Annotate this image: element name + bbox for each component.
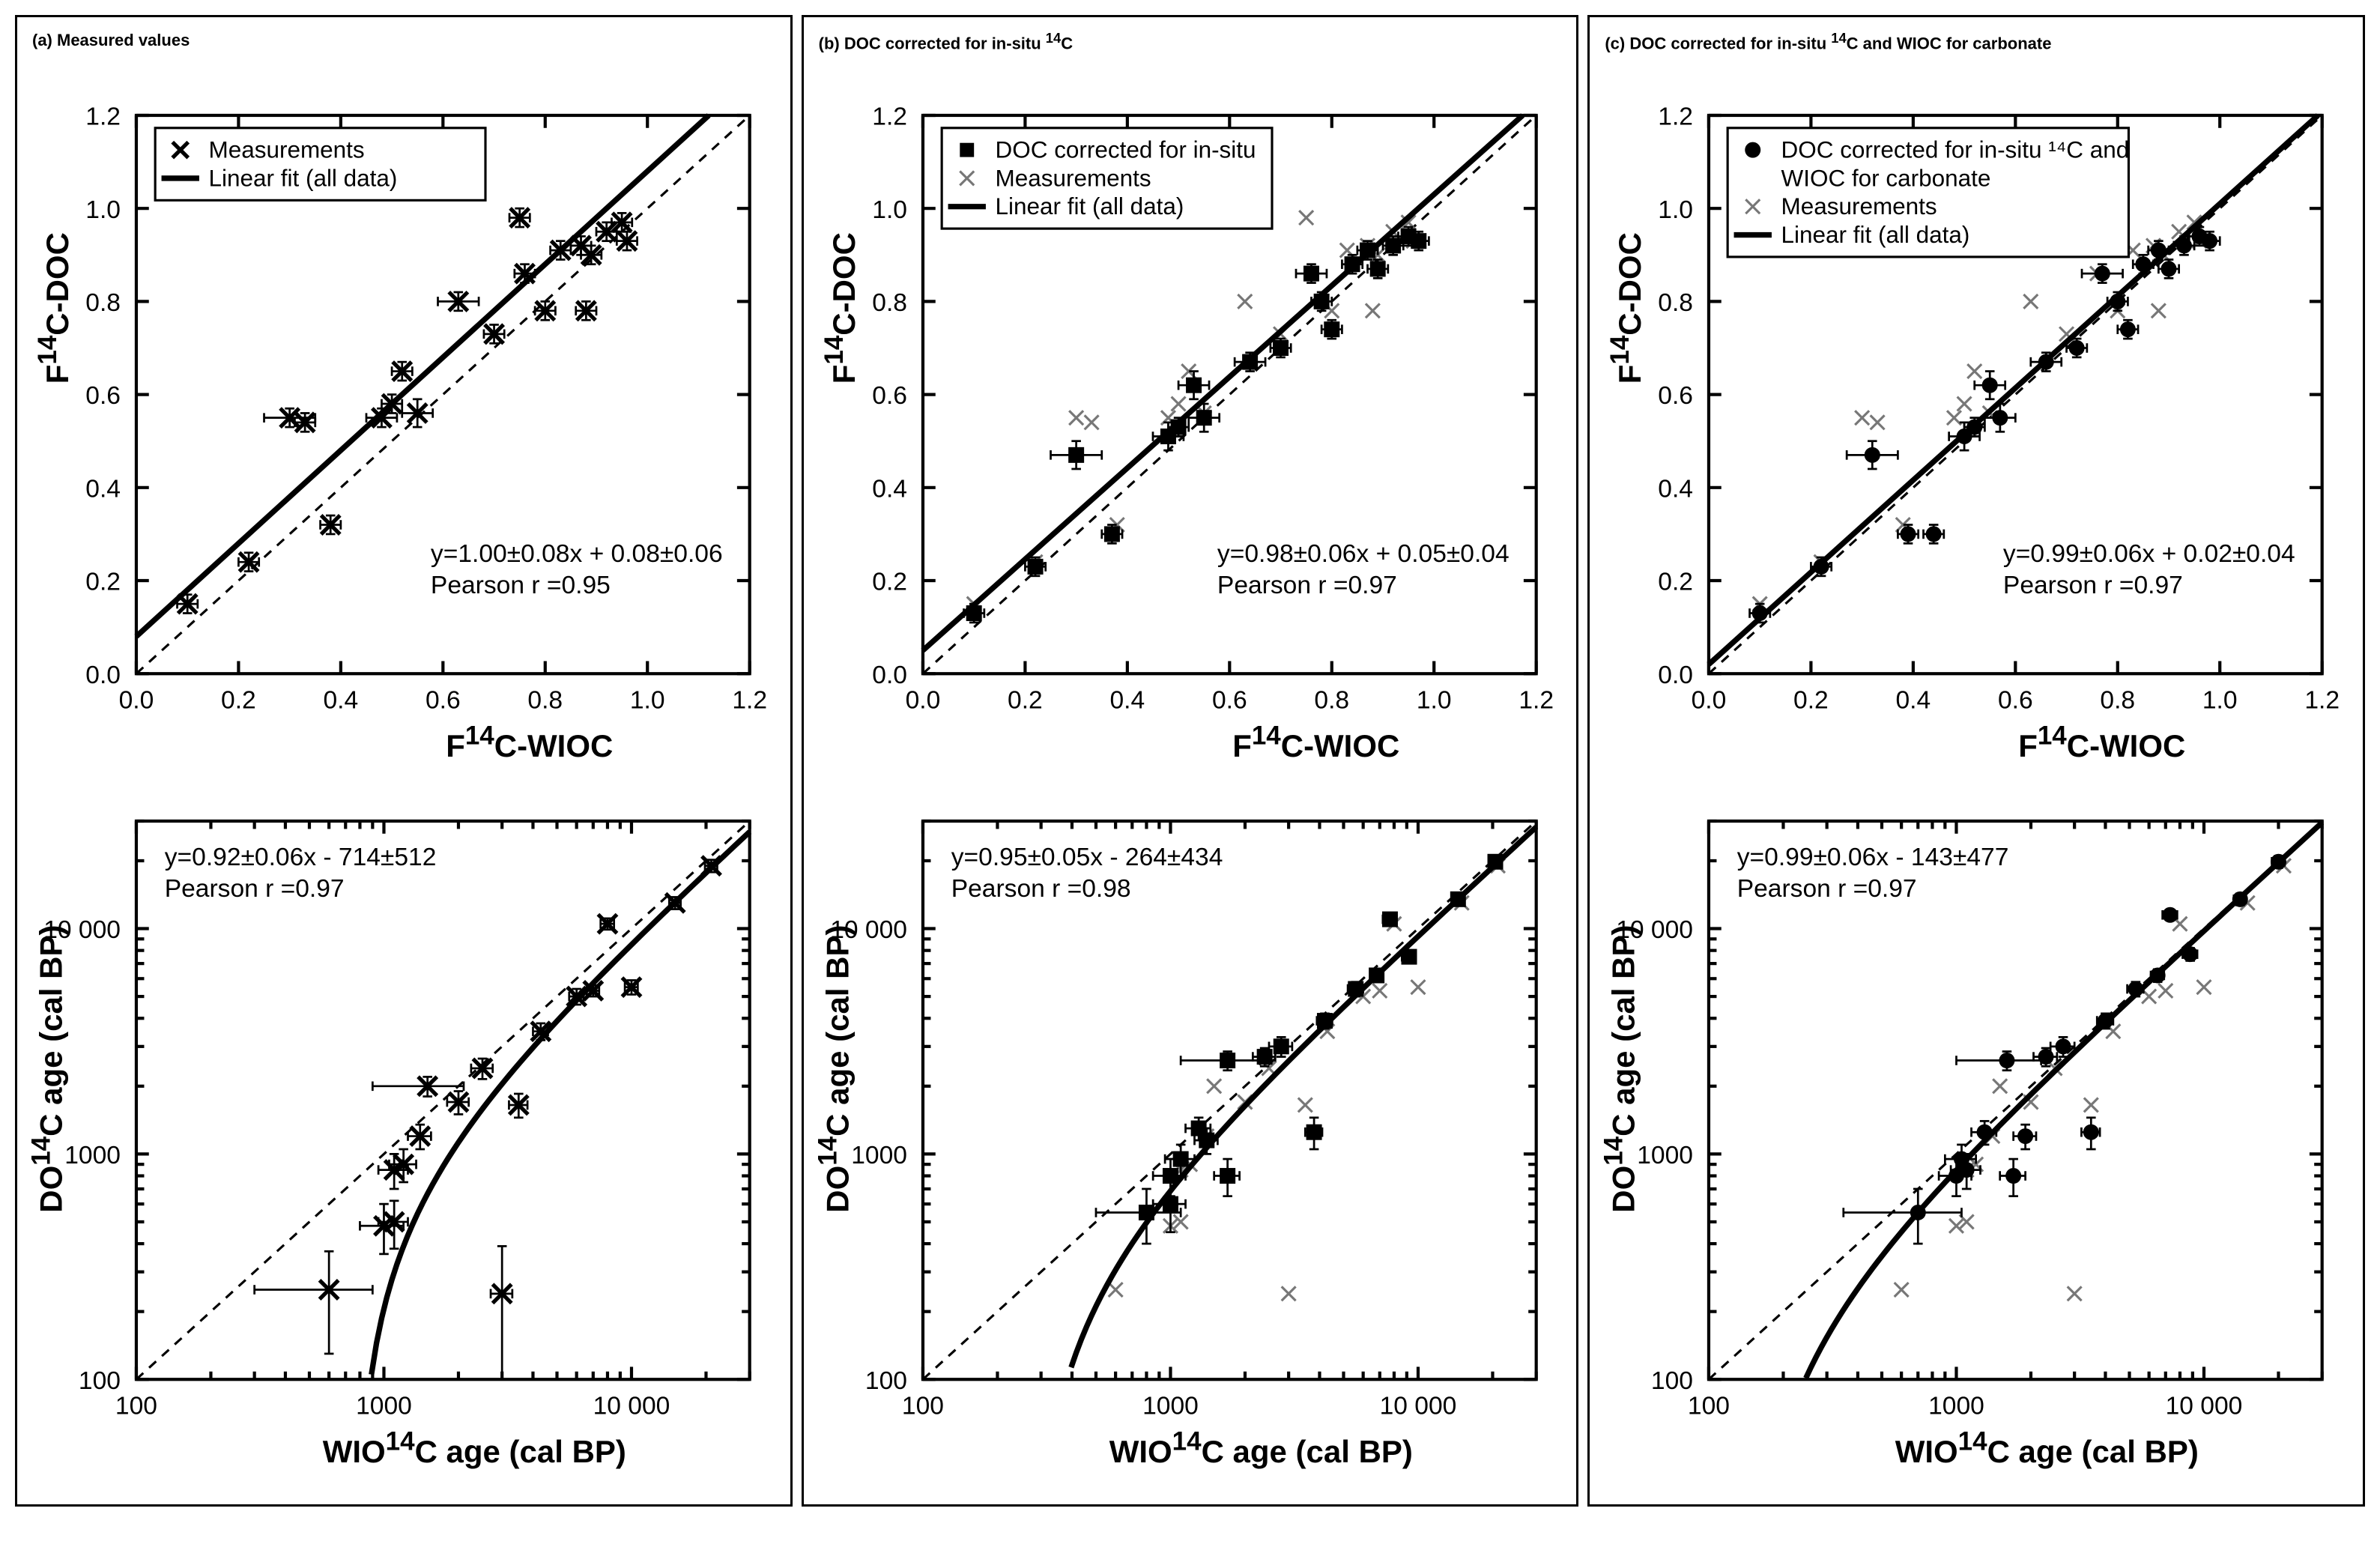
svg-text:0.0: 0.0 [119, 687, 154, 715]
svg-text:1.0: 1.0 [872, 196, 907, 224]
svg-text:0.0: 0.0 [872, 662, 907, 689]
svg-text:100: 100 [115, 1392, 157, 1420]
panel-c-top-chart: 0.00.0 0.2 0.2 0.4 0.4 0.6 0.6 0.8 0.8 1.0 1.0 1.2 1… [1599, 84, 2354, 776]
svg-text:0.8: 0.8 [85, 289, 121, 317]
svg-text:Linear fit (all data): Linear fit (all data) [209, 166, 398, 192]
svg-text:10 000: 10 000 [2166, 1392, 2243, 1420]
panel-a-bottom-chart: 1001001000100010 00010 000WIO14C age (ca… [26, 790, 781, 1482]
svg-text:y=0.99±0.06x - 143±477: y=0.99±0.06x - 143±477 [1737, 844, 2009, 871]
svg-text:1.2: 1.2 [1518, 687, 1554, 715]
svg-text:0.2: 0.2 [872, 569, 907, 596]
svg-text:0.8: 0.8 [1659, 289, 1694, 317]
svg-text:Measurements: Measurements [209, 137, 365, 163]
svg-text:0.6: 0.6 [1659, 383, 1694, 411]
svg-text:y=1.00±0.08x + 0.08±0.06: y=1.00±0.08x + 0.08±0.06 [431, 541, 723, 569]
svg-text:1.2: 1.2 [1659, 103, 1694, 131]
panel-a-top-chart: 0.00.0 0.2 0.2 0.4 0.4 0.6 0.6 0.8 0.8 1.0 1.0 1.2 1… [26, 84, 781, 776]
svg-text:0.4: 0.4 [1659, 476, 1694, 503]
svg-text:0.2: 0.2 [1793, 687, 1829, 715]
svg-text:1000: 1000 [1928, 1392, 1984, 1420]
svg-text:0.0: 0.0 [1692, 687, 1727, 715]
svg-text:1.0: 1.0 [85, 196, 121, 224]
svg-text:100: 100 [1688, 1392, 1730, 1420]
svg-text:0.2: 0.2 [1659, 569, 1694, 596]
svg-text:y=0.92±0.06x - 714±512: y=0.92±0.06x - 714±512 [165, 844, 437, 871]
svg-text:0.4: 0.4 [324, 687, 359, 715]
svg-text:0.0: 0.0 [905, 687, 940, 715]
svg-text:1.0: 1.0 [1659, 196, 1694, 224]
panel-c-title: (c) DOC corrected for in-situ 14C and WI… [1605, 29, 2354, 73]
svg-text:Pearson r =0.97: Pearson r =0.97 [1737, 875, 1917, 903]
svg-text:Pearson r =0.98: Pearson r =0.98 [951, 875, 1130, 903]
panel-b: (b) DOC corrected for in-situ 14C 0.00.0… [802, 15, 1579, 1507]
svg-text:Pearson r =0.95: Pearson r =0.95 [431, 572, 611, 600]
svg-text:1.0: 1.0 [1417, 687, 1452, 715]
svg-text:100: 100 [1651, 1367, 1693, 1395]
svg-text:y=0.99±0.06x + 0.02±0.04: y=0.99±0.06x + 0.02±0.04 [2003, 541, 2295, 569]
svg-text:0.0: 0.0 [85, 662, 121, 689]
panel-a-title: (a) Measured values [32, 29, 781, 73]
svg-text:0.8: 0.8 [1314, 687, 1349, 715]
svg-text:0.6: 0.6 [426, 687, 461, 715]
svg-text:0.2: 0.2 [1008, 687, 1043, 715]
svg-text:0.8: 0.8 [2101, 687, 2136, 715]
svg-text:Linear fit (all data): Linear fit (all data) [995, 194, 1184, 220]
svg-text:100: 100 [865, 1367, 907, 1395]
svg-text:Pearson r =0.97: Pearson r =0.97 [2003, 572, 2183, 600]
svg-text:10 000: 10 000 [1379, 1392, 1456, 1420]
svg-text:Measurements: Measurements [995, 166, 1151, 192]
svg-text:1.2: 1.2 [85, 103, 121, 131]
svg-text:0.2: 0.2 [221, 687, 256, 715]
svg-text:0.6: 0.6 [872, 383, 907, 411]
panel-b-bottom-chart: 1001001000100010 00010 000WIO14C age (ca… [813, 790, 1568, 1482]
multipanel-figure: (a) Measured values 0.00.00.20.20.40.40.… [15, 15, 2365, 1507]
svg-text:0.8: 0.8 [872, 289, 907, 317]
svg-text:1.2: 1.2 [872, 103, 907, 131]
panel-b-title: (b) DOC corrected for in-situ 14C [819, 29, 1568, 73]
svg-text:0.6: 0.6 [85, 383, 121, 411]
svg-text:WIOC for carbonate: WIOC for carbonate [1781, 166, 1991, 192]
panel-c-bottom-chart: 1001001000100010 00010 000WIO14C age (ca… [1599, 790, 2354, 1482]
svg-text:0.0: 0.0 [1659, 662, 1694, 689]
svg-text:0.2: 0.2 [85, 569, 121, 596]
svg-text:Measurements: Measurements [1781, 194, 1937, 220]
svg-text:y=0.98±0.06x + 0.05±0.04: y=0.98±0.06x + 0.05±0.04 [1217, 541, 1510, 569]
svg-text:0.6: 0.6 [1998, 687, 2033, 715]
svg-text:0.6: 0.6 [1212, 687, 1247, 715]
svg-text:DOC corrected for in-situ: DOC corrected for in-situ [995, 137, 1256, 163]
panel-a: (a) Measured values 0.00.00.20.20.40.40.… [15, 15, 793, 1507]
svg-text:0.8: 0.8 [527, 687, 563, 715]
svg-text:0.4: 0.4 [1109, 687, 1145, 715]
svg-text:1000: 1000 [1142, 1392, 1199, 1420]
svg-text:10 000: 10 000 [593, 1392, 670, 1420]
svg-text:100: 100 [902, 1392, 944, 1420]
svg-text:0.4: 0.4 [85, 476, 121, 503]
svg-text:Pearson r =0.97: Pearson r =0.97 [165, 875, 345, 903]
svg-text:0.4: 0.4 [1896, 687, 1931, 715]
svg-text:DOC corrected for in-situ ¹⁴C: DOC corrected for in-situ ¹⁴C and [1781, 137, 2130, 163]
svg-text:1000: 1000 [356, 1392, 412, 1420]
svg-text:100: 100 [79, 1367, 121, 1395]
panel-b-top-chart: 0.00.0 0.2 0.2 0.4 0.4 0.6 0.6 0.8 0.8 1.0 1.0 1.2 1… [813, 84, 1568, 776]
svg-text:0.4: 0.4 [872, 476, 907, 503]
svg-text:1.2: 1.2 [2305, 687, 2340, 715]
svg-text:1.2: 1.2 [732, 687, 767, 715]
panel-c: (c) DOC corrected for in-situ 14C and WI… [1587, 15, 2365, 1507]
svg-text:Linear fit (all data): Linear fit (all data) [1781, 222, 1970, 248]
svg-text:Pearson r =0.97: Pearson r =0.97 [1217, 572, 1397, 600]
svg-text:y=0.95±0.05x - 264±434: y=0.95±0.05x - 264±434 [951, 844, 1223, 871]
svg-text:1.0: 1.0 [2202, 687, 2238, 715]
svg-text:1.0: 1.0 [630, 687, 665, 715]
